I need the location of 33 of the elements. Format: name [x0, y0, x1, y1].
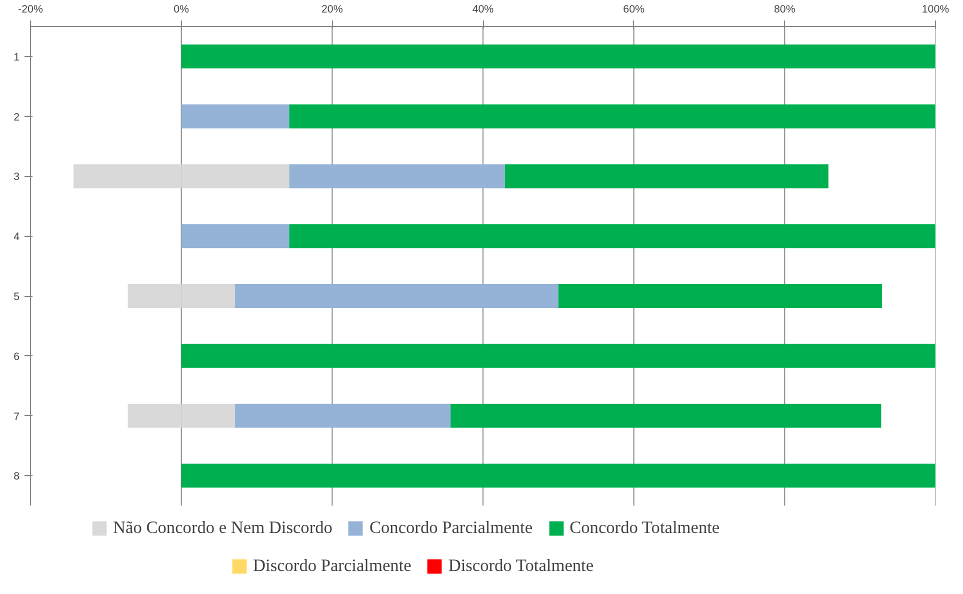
- y-tick-label: 1: [14, 51, 20, 64]
- x-tick-label: 40%: [472, 4, 494, 16]
- x-tick-label: 100%: [922, 4, 950, 16]
- bar: [289, 104, 936, 128]
- legend-label: Não Concordo e Nem Discordo: [113, 518, 332, 538]
- bar: [504, 164, 828, 188]
- bar: [450, 404, 882, 428]
- bar: [181, 44, 936, 68]
- x-tick-label: 0%: [174, 4, 190, 16]
- y-tick-label: 2: [14, 111, 20, 124]
- bar: [558, 284, 882, 308]
- y-tick-label: 5: [14, 291, 20, 304]
- bar: [289, 224, 936, 248]
- legend-label: Concordo Totalmente: [570, 518, 720, 538]
- x-tick-label: -20%: [18, 4, 44, 16]
- y-tick-label: 8: [14, 470, 20, 483]
- bar: [181, 224, 290, 248]
- y-tick-label: 7: [14, 410, 20, 423]
- x-tick-label: 60%: [623, 4, 646, 16]
- bar: [181, 464, 936, 488]
- bar: [289, 164, 505, 188]
- x-tick-label: 80%: [774, 4, 796, 16]
- y-tick-label: 4: [14, 231, 20, 244]
- bar: [181, 344, 936, 368]
- legend-label: Discordo Parcialmente: [253, 556, 412, 576]
- bar: [181, 104, 290, 128]
- legend-label: Concordo Parcialmente: [369, 518, 533, 538]
- x-tick-label: 20%: [322, 4, 344, 16]
- y-tick-label: 3: [14, 171, 20, 184]
- y-tick-label: 6: [14, 350, 20, 363]
- bar: [234, 404, 451, 428]
- bar: [234, 284, 558, 308]
- legend-label: Discordo Totalmente: [448, 556, 594, 576]
